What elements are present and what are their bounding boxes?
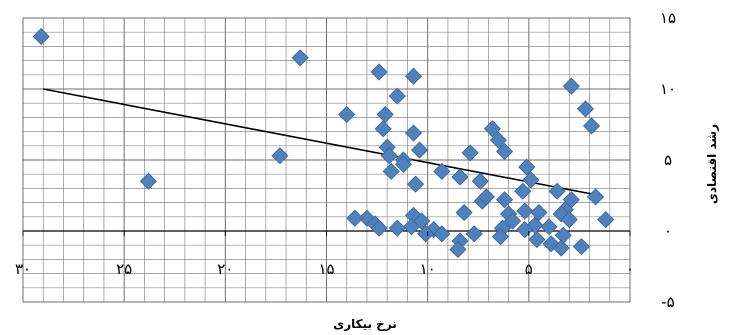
- data-point: [562, 77, 580, 95]
- data-point: [514, 182, 532, 200]
- data-point: [411, 141, 429, 159]
- y-tick-label: ۰: [664, 222, 672, 240]
- data-point: [522, 171, 540, 189]
- data-points: [32, 27, 615, 259]
- data-point: [560, 211, 578, 229]
- data-point: [548, 182, 566, 200]
- data-point: [528, 230, 546, 249]
- data-point: [451, 168, 469, 186]
- data-point: [477, 188, 495, 206]
- data-point: [346, 209, 364, 227]
- data-point: [461, 144, 479, 162]
- data-point: [376, 105, 394, 124]
- data-point: [32, 27, 50, 46]
- data-point: [406, 175, 425, 193]
- data-point: [404, 124, 423, 142]
- plot-frame: [22, 17, 631, 303]
- x-tick-label: ۰: [626, 260, 634, 278]
- data-point: [587, 188, 605, 206]
- data-point: [380, 147, 398, 165]
- x-axis-ticks: ۳۰ ۲۵ ۲۰ ۱۵ ۱۰ ۵ ۰: [15, 231, 634, 278]
- data-point: [338, 105, 356, 124]
- trend-line: [43, 88, 600, 197]
- y-axis-title: رشد اقتصادی: [705, 124, 719, 204]
- data-point: [139, 172, 158, 190]
- data-point: [271, 147, 289, 165]
- data-point: [518, 158, 536, 176]
- data-point: [455, 203, 473, 222]
- data-point: [572, 238, 591, 256]
- y-tick-label: ۵: [664, 151, 672, 169]
- x-axis-title: نرخ بیکاری: [333, 317, 397, 331]
- data-point: [516, 202, 534, 220]
- data-point: [491, 228, 510, 246]
- data-point: [530, 203, 548, 222]
- x-tick-label: ۳۰: [15, 260, 31, 278]
- data-point: [504, 212, 522, 230]
- data-point: [291, 49, 309, 67]
- data-point: [471, 172, 489, 190]
- data-point: [382, 162, 400, 180]
- data-point: [554, 226, 572, 244]
- data-point: [388, 219, 406, 237]
- data-point: [433, 162, 451, 180]
- y-tick-label: ۱۰: [660, 80, 676, 98]
- data-point: [597, 211, 615, 229]
- data-point: [370, 63, 388, 81]
- data-point: [404, 67, 423, 85]
- data-point: [394, 155, 412, 173]
- x-tick-label: ۲۰: [217, 260, 233, 278]
- data-point: [582, 117, 601, 135]
- data-point: [370, 219, 388, 237]
- data-point: [552, 239, 570, 257]
- y-tick-label: ۱۵: [660, 9, 676, 27]
- data-point: [433, 225, 451, 243]
- y-tick-label: -۵: [661, 293, 674, 311]
- data-point: [495, 142, 514, 161]
- x-tick-label: ۱۵: [318, 260, 334, 278]
- data-point: [417, 225, 435, 243]
- data-point: [540, 218, 558, 236]
- data-point: [489, 131, 508, 149]
- data-point: [483, 120, 501, 138]
- x-tick-label: ۵: [525, 260, 533, 278]
- y-axis-ticks: ۱۵ ۱۰ ۵ ۰ -۵: [660, 9, 676, 311]
- data-point: [449, 240, 467, 259]
- data-point: [402, 218, 421, 236]
- x-tick-label: ۲۵: [116, 260, 132, 278]
- data-point: [465, 225, 483, 243]
- data-point: [374, 120, 392, 138]
- data-point: [388, 87, 406, 105]
- data-point: [495, 191, 514, 209]
- x-tick-label: ۱۰: [420, 260, 436, 278]
- data-point: [576, 100, 595, 118]
